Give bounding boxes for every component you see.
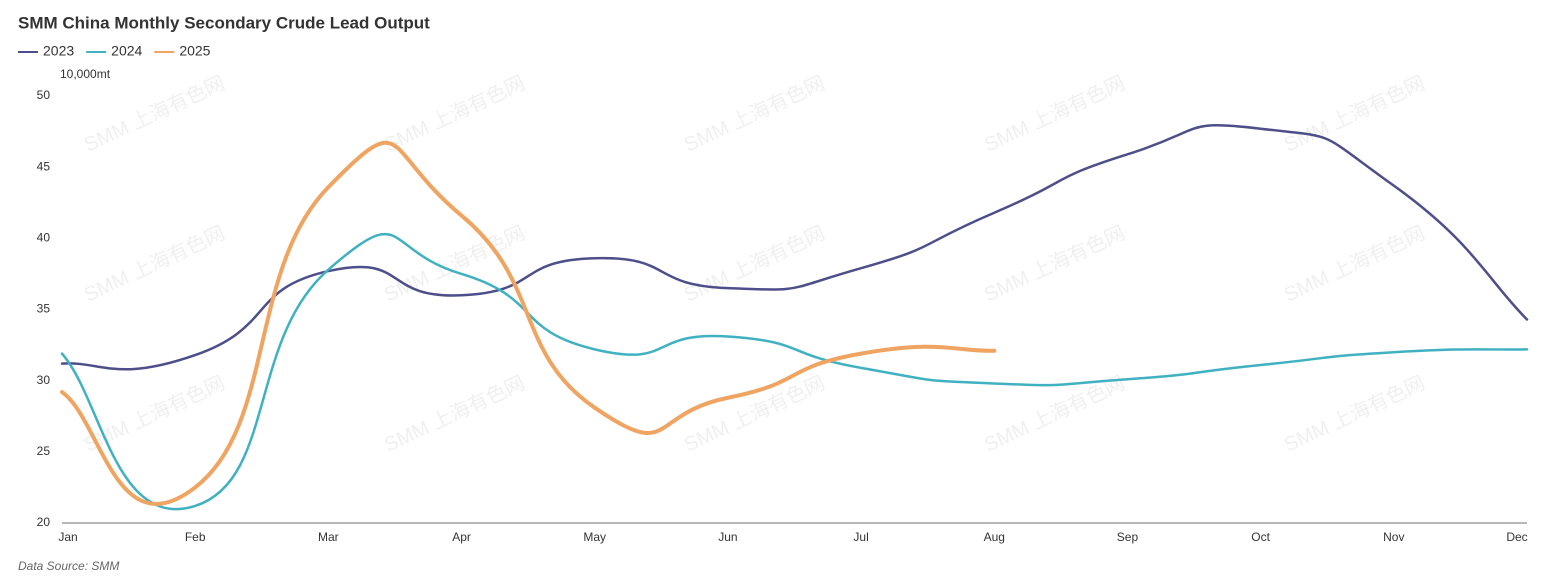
x-tick-label: Oct [1251, 530, 1270, 544]
x-tick-label: Apr [452, 530, 471, 544]
watermark: SMM 上海有色网 [981, 221, 1129, 306]
x-tick-label: May [583, 530, 606, 544]
x-tick-label: Nov [1383, 530, 1404, 544]
x-tick-label: Aug [984, 530, 1005, 544]
watermark: SMM 上海有色网 [81, 71, 229, 156]
watermark: SMM 上海有色网 [1281, 221, 1429, 306]
y-tick-label: 45 [37, 159, 51, 173]
x-tick-label: Jul [853, 530, 868, 544]
watermark: SMM 上海有色网 [81, 221, 229, 306]
watermark: SMM 上海有色网 [1281, 71, 1429, 156]
legend-label: 2024 [111, 43, 142, 59]
source: Data Source: SMM [18, 559, 119, 573]
x-tick-label: Mar [318, 530, 339, 544]
watermark: SMM 上海有色网 [81, 371, 229, 456]
watermark: SMM 上海有色网 [1281, 371, 1429, 456]
chart-title: SMM China Monthly Secondary Crude Lead O… [18, 13, 430, 32]
x-tick-label: Sep [1117, 530, 1139, 544]
watermark: SMM 上海有色网 [681, 371, 829, 456]
series-line [60, 232, 1529, 511]
y-tick-label: 40 [37, 231, 51, 245]
x-tick-label: Dec [1506, 530, 1527, 544]
y-tick-label: 35 [37, 302, 51, 316]
y-tick-label: 30 [37, 373, 51, 387]
watermark: SMM 上海有色网 [381, 71, 529, 156]
x-tick-label: Feb [185, 530, 206, 544]
legend-label: 2023 [43, 43, 74, 59]
y-tick-label: 25 [37, 444, 51, 458]
legend-label: 2025 [179, 43, 210, 59]
watermark: SMM 上海有色网 [381, 371, 529, 456]
watermark: SMM 上海有色网 [681, 221, 829, 306]
x-tick-label: Jan [58, 530, 77, 544]
watermark: SMM 上海有色网 [681, 71, 829, 156]
x-tick-label: Jun [718, 530, 737, 544]
y-axis-label: 10,000mt [60, 67, 111, 81]
y-tick-label: 20 [37, 515, 51, 529]
series-line [60, 140, 997, 506]
y-tick-label: 50 [37, 88, 51, 102]
watermark: SMM 上海有色网 [981, 71, 1129, 156]
series-line [60, 124, 1529, 371]
